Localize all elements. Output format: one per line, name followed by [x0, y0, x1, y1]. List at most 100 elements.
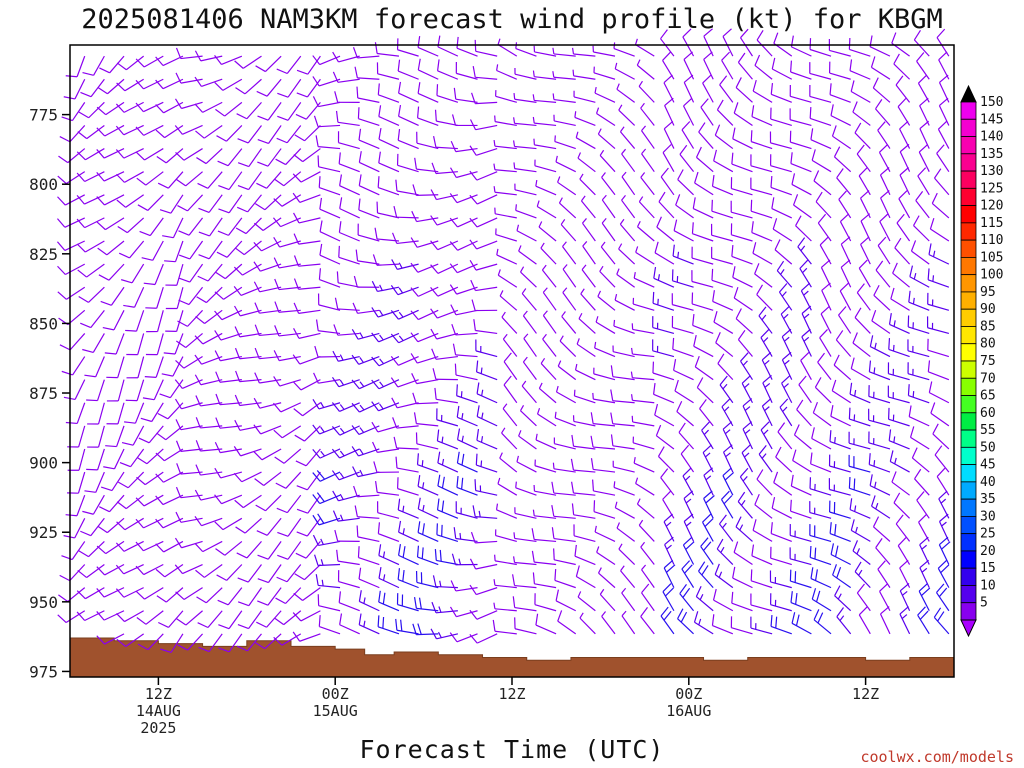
wind-barb — [371, 280, 400, 292]
wind-barb — [449, 217, 478, 228]
wind-barb — [398, 544, 419, 566]
wind-barb — [138, 425, 164, 444]
wind-barb — [416, 131, 439, 150]
wind-barb — [436, 59, 459, 80]
wind-barb — [455, 501, 478, 519]
wind-barb — [735, 77, 753, 103]
colorbar-label: 140 — [980, 130, 1003, 145]
wind-barb — [163, 333, 184, 355]
wind-barb — [99, 55, 125, 74]
wind-barb — [195, 564, 223, 578]
wind-barb — [390, 309, 419, 320]
wind-barb — [332, 51, 360, 63]
wind-barb — [680, 444, 695, 473]
wind-barb — [614, 501, 635, 519]
wind-barb — [742, 421, 754, 450]
wind-barb — [393, 205, 419, 219]
wind-barb — [631, 347, 655, 358]
x-tick-label: 15AUG — [313, 702, 358, 720]
wind-barb — [635, 246, 655, 265]
wind-barb — [372, 254, 399, 266]
wind-barb — [397, 477, 419, 496]
wind-barb — [61, 541, 86, 561]
wind-barb — [770, 546, 792, 566]
wind-barb — [596, 546, 616, 566]
wind-barb — [791, 612, 812, 635]
wind-barb — [376, 501, 400, 519]
wind-barb — [175, 72, 203, 84]
wind-barb — [102, 310, 125, 331]
wind-barb — [830, 104, 851, 126]
wind-barb — [313, 115, 341, 128]
wind-barb — [630, 371, 655, 381]
wind-barb — [176, 610, 203, 626]
wind-barb — [237, 171, 262, 191]
wind-barb — [630, 394, 655, 404]
wind-barb — [817, 213, 832, 242]
wind-barb — [751, 221, 773, 242]
wind-barb — [493, 579, 517, 589]
wind-barb — [495, 90, 517, 103]
wind-barb — [737, 52, 753, 80]
wind-barb — [135, 101, 164, 113]
wind-barb — [214, 78, 243, 91]
wind-barb — [790, 591, 812, 612]
wind-barb — [532, 116, 557, 127]
wind-barb — [96, 124, 125, 137]
wind-barb — [790, 35, 812, 57]
wind-barb — [293, 402, 321, 417]
wind-barb — [411, 373, 439, 385]
wind-barb — [277, 78, 302, 98]
wind-barb — [712, 290, 734, 311]
wind-barb — [731, 245, 753, 265]
wind-barb — [652, 316, 675, 335]
wind-barb — [790, 60, 812, 80]
wind-barb — [97, 78, 125, 95]
wind-barb — [613, 319, 635, 335]
wind-barb — [676, 401, 694, 427]
wind-barb — [253, 281, 282, 293]
x-tick-label: 2025 — [140, 719, 176, 737]
wind-barb — [703, 490, 715, 519]
wind-barb — [333, 324, 360, 336]
wind-barb — [815, 191, 832, 219]
wind-barb — [198, 633, 223, 653]
wind-barb — [116, 55, 145, 71]
wind-barb — [789, 108, 812, 127]
wind-barb — [296, 494, 321, 514]
wind-barb — [374, 480, 400, 496]
wind-barb — [907, 384, 930, 404]
wind-barb — [502, 333, 518, 357]
colorbar-label: 15 — [980, 561, 996, 576]
wind-barb — [809, 524, 832, 542]
wind-barb — [854, 561, 871, 589]
wind-barb — [195, 309, 223, 324]
wind-barb — [911, 447, 930, 473]
wind-barb — [469, 260, 498, 271]
colorbar-label: 135 — [980, 147, 1003, 162]
wind-barb — [770, 176, 792, 196]
wind-barb — [514, 617, 537, 635]
wind-barb — [292, 631, 321, 642]
y-tick-label: 825 — [29, 245, 58, 264]
wind-barb — [178, 263, 204, 283]
wind-barb — [314, 345, 341, 358]
wind-barb — [351, 402, 380, 413]
wind-barb — [699, 399, 714, 427]
wind-barb — [312, 470, 341, 482]
wind-barb — [391, 232, 419, 245]
wind-barb — [351, 425, 380, 435]
wind-barb — [722, 467, 735, 496]
wind-barb — [235, 217, 262, 235]
wind-barb — [275, 587, 302, 605]
wind-barb — [274, 610, 302, 626]
wind-barb — [116, 171, 144, 183]
wind-barb — [932, 423, 950, 450]
terrain-surface — [69, 637, 955, 678]
wind-barb — [838, 306, 852, 334]
wind-barb — [155, 448, 184, 462]
wind-barb — [63, 518, 86, 539]
wind-barb — [719, 75, 734, 103]
wind-barb — [840, 259, 852, 288]
wind-barb — [593, 66, 616, 80]
